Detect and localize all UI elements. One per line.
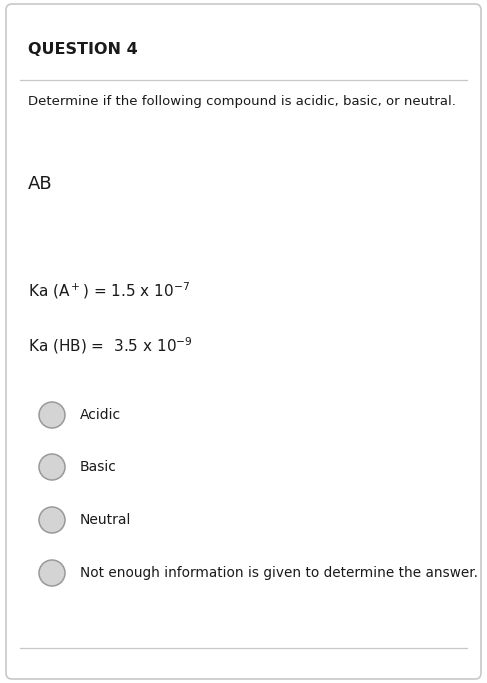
- Text: AB: AB: [28, 175, 53, 193]
- Text: Acidic: Acidic: [80, 408, 121, 422]
- Ellipse shape: [39, 402, 65, 428]
- Text: Not enough information is given to determine the answer.: Not enough information is given to deter…: [80, 566, 478, 580]
- Text: Determine if the following compound is acidic, basic, or neutral.: Determine if the following compound is a…: [28, 95, 456, 108]
- FancyBboxPatch shape: [6, 4, 481, 679]
- Ellipse shape: [39, 454, 65, 480]
- Text: Basic: Basic: [80, 460, 117, 474]
- Text: Ka (A$^+$) = 1.5 x 10$^{-7}$: Ka (A$^+$) = 1.5 x 10$^{-7}$: [28, 280, 190, 301]
- Text: QUESTION 4: QUESTION 4: [28, 42, 138, 57]
- Text: Ka (HB) =  3.5 x 10$^{-9}$: Ka (HB) = 3.5 x 10$^{-9}$: [28, 335, 193, 356]
- Ellipse shape: [39, 507, 65, 533]
- Text: Neutral: Neutral: [80, 513, 131, 527]
- Ellipse shape: [39, 560, 65, 586]
